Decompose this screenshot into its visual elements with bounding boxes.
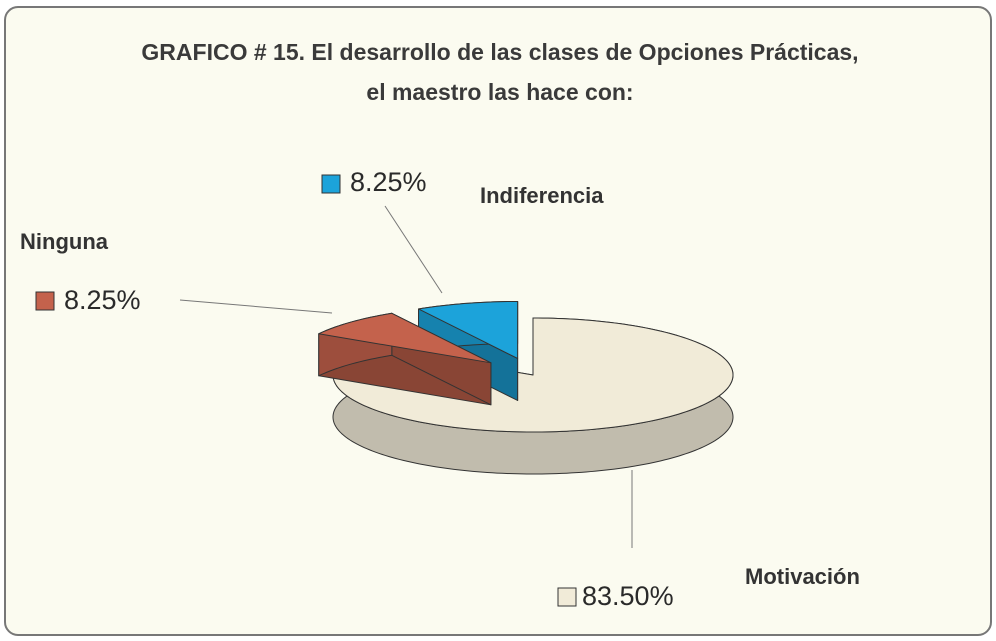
slice-top <box>318 312 492 364</box>
value-label: 83.50% <box>582 581 674 611</box>
chart-title: GRAFICO # 15. El desarrollo de las clase… <box>141 39 859 105</box>
label-swatch <box>557 587 577 607</box>
category-label: Indiferencia <box>480 183 604 208</box>
label-swatch <box>321 174 341 194</box>
leader-line <box>179 299 333 314</box>
slice-top <box>332 317 734 433</box>
category-label: Motivación <box>745 564 860 589</box>
value-label: 8.25% <box>64 285 141 315</box>
leader-line <box>384 205 443 294</box>
label-swatch <box>35 291 55 311</box>
category-label: Ninguna <box>20 229 109 254</box>
pie-slice <box>318 312 492 406</box>
value-label: 8.25% <box>350 167 427 197</box>
slice-top <box>418 300 519 359</box>
